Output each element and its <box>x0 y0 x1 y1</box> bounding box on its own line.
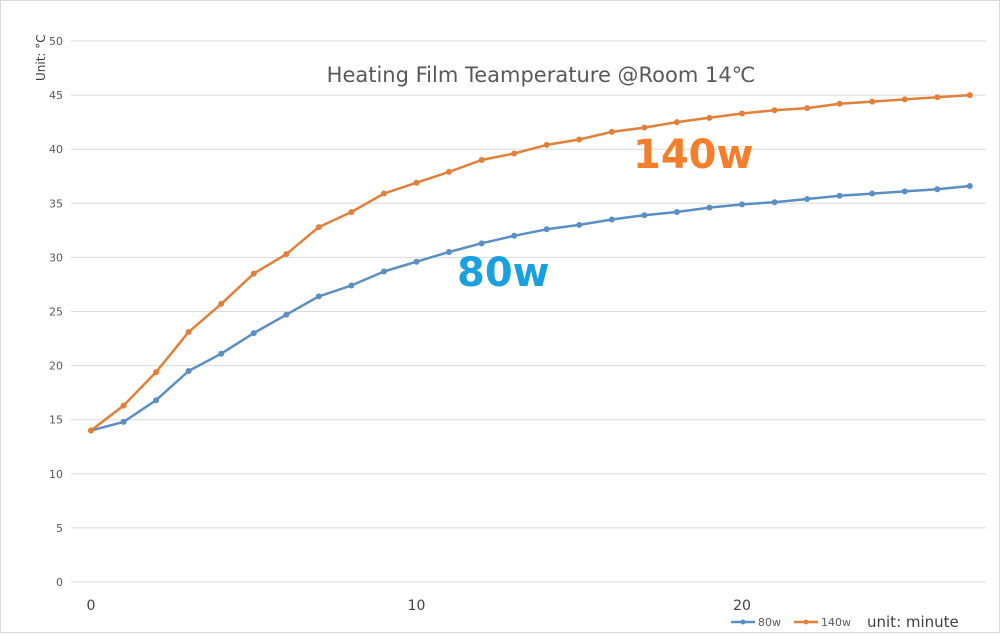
x-tick-label: 20 <box>733 598 751 614</box>
data-point <box>869 190 876 197</box>
data-point <box>88 427 94 434</box>
data-point <box>185 329 192 336</box>
gridlines <box>71 40 986 583</box>
data-point <box>576 136 583 143</box>
data-point <box>446 168 453 175</box>
data-series <box>88 92 973 434</box>
data-point <box>673 208 680 215</box>
data-point <box>966 182 973 189</box>
legend-80w-label: 80w <box>758 616 781 629</box>
y-tick-label: 15 <box>49 414 63 427</box>
data-point <box>576 221 583 228</box>
data-point <box>804 105 811 112</box>
series-80w <box>88 182 973 434</box>
y-tick-label: 0 <box>56 576 63 589</box>
legend-80w-marker <box>740 619 746 625</box>
y-tick-label: 40 <box>49 143 63 156</box>
data-point <box>836 100 843 107</box>
y-tick-label: 45 <box>49 89 63 102</box>
data-point <box>608 128 615 135</box>
data-point <box>413 258 420 265</box>
data-point <box>966 92 973 99</box>
data-point <box>478 157 485 164</box>
series-140w <box>88 92 973 434</box>
y-tick-label: 25 <box>49 306 63 319</box>
x-axis-ticks: 0 10 20 <box>87 598 751 614</box>
data-point <box>771 107 778 114</box>
series-line <box>90 184 970 432</box>
data-point <box>739 201 745 208</box>
y-tick-label: 20 <box>49 360 63 373</box>
data-point <box>543 141 550 148</box>
data-point <box>478 240 485 247</box>
series-line <box>90 93 970 432</box>
data-point <box>673 119 680 126</box>
y-tick-label: 30 <box>49 251 63 264</box>
data-point <box>185 368 192 375</box>
x-tick-label: 10 <box>408 598 426 614</box>
data-point <box>315 293 322 300</box>
x-tick-label: 0 <box>87 598 96 614</box>
annotation-140w: 140w <box>633 132 753 178</box>
y-axis-ticks: 0 5 10 15 20 25 30 35 40 45 50 <box>49 35 63 589</box>
data-point <box>380 190 387 197</box>
data-point <box>348 282 355 289</box>
legend: 80w 140w <box>731 616 851 629</box>
data-point <box>250 270 257 277</box>
annotation-80w: 80w <box>457 250 550 296</box>
y-tick-label: 5 <box>56 522 63 535</box>
chart-title: Heating Film Teamperature @Room 14℃ <box>327 63 756 87</box>
data-point <box>120 402 127 409</box>
data-point <box>706 204 713 211</box>
data-point <box>283 311 290 318</box>
data-point <box>836 192 843 199</box>
data-point <box>739 110 745 117</box>
data-point <box>934 186 941 193</box>
data-point <box>804 195 811 202</box>
y-tick-label: 50 <box>49 35 63 48</box>
data-point <box>771 199 778 206</box>
data-point <box>608 216 615 223</box>
data-point <box>153 397 160 404</box>
data-point <box>250 330 257 337</box>
data-point <box>641 124 648 131</box>
x-axis-label: unit: minute <box>867 613 959 631</box>
data-point <box>218 300 225 307</box>
legend-140w-label: 140w <box>821 616 851 629</box>
data-point <box>641 212 648 219</box>
data-point <box>543 226 550 233</box>
data-point <box>869 98 876 105</box>
data-point <box>901 188 908 195</box>
data-point <box>348 208 355 215</box>
data-point <box>120 418 127 425</box>
data-point <box>934 94 941 101</box>
data-point <box>511 232 518 239</box>
y-tick-label: 10 <box>49 468 63 481</box>
data-point <box>283 251 290 258</box>
legend-140w-marker <box>803 619 809 625</box>
data-point <box>511 150 518 157</box>
data-point <box>380 268 387 275</box>
y-axis-label: Unit: °C <box>34 34 48 81</box>
data-point <box>706 114 713 121</box>
data-point <box>218 350 225 357</box>
data-point <box>315 224 322 231</box>
data-point <box>153 369 160 376</box>
y-tick-label: 35 <box>49 197 63 210</box>
data-point <box>901 96 908 103</box>
data-point <box>446 248 453 255</box>
data-point <box>413 179 420 186</box>
